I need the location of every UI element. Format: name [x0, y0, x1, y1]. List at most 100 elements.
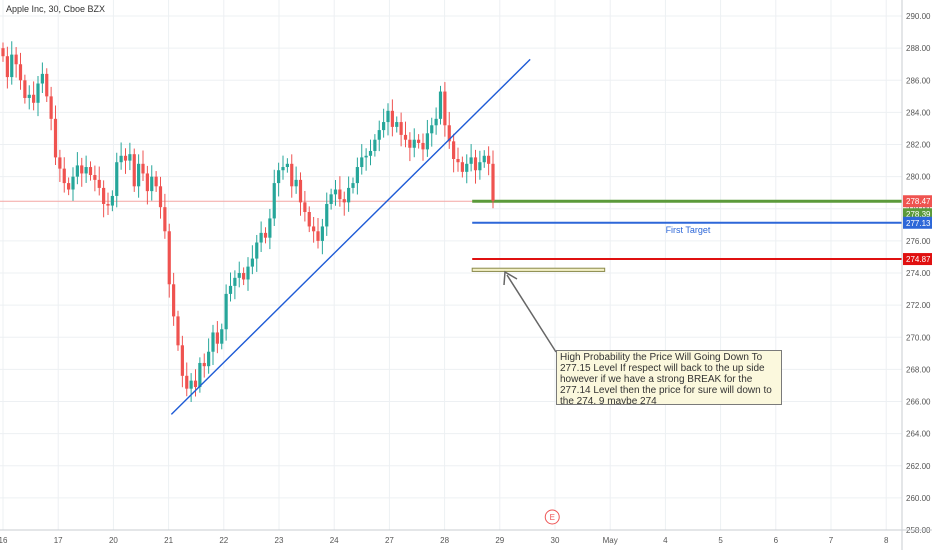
candle-body	[132, 154, 136, 187]
candle-body	[320, 226, 324, 241]
x-tick-label: 21	[164, 536, 173, 545]
candle-body	[425, 133, 429, 150]
candle-body	[176, 316, 180, 346]
candle-body	[290, 163, 294, 187]
x-tick-label: 5	[718, 536, 723, 545]
candle-body	[45, 73, 49, 97]
y-tick-label: 276.00	[906, 237, 931, 246]
candle-body	[447, 125, 451, 142]
note-arrow-line	[506, 274, 557, 353]
price-label-green: 278.39	[906, 210, 931, 219]
candle-body	[338, 189, 342, 200]
candle-body	[246, 266, 250, 280]
x-tick-label: 22	[219, 536, 228, 545]
x-tick-label: 27	[385, 536, 394, 545]
y-tick-label: 266.00	[906, 398, 931, 407]
y-tick-label: 274.00	[906, 269, 931, 278]
candle-body	[193, 380, 198, 388]
candle-body	[49, 96, 53, 119]
candle-body	[84, 167, 88, 174]
target-zone	[471, 267, 606, 272]
candle-body	[460, 162, 464, 172]
candle-body	[465, 163, 469, 172]
candle-body	[106, 203, 110, 206]
candle-body	[220, 329, 224, 344]
x-tick-label: 29	[495, 536, 504, 545]
candle-body	[333, 189, 338, 195]
candle-body	[268, 218, 272, 238]
candle-body	[75, 165, 79, 177]
candle-body	[141, 163, 145, 174]
candle-body	[211, 332, 215, 352]
candle-body	[478, 162, 482, 171]
y-tick-label: 262.00	[906, 462, 931, 471]
candle-body	[438, 91, 443, 119]
candle-body	[189, 380, 193, 389]
candle-body	[71, 176, 75, 190]
candle-body	[1, 48, 5, 57]
candle-body	[263, 232, 268, 238]
candle-body	[272, 183, 276, 219]
candle-body	[145, 173, 149, 192]
candle-body	[32, 94, 36, 103]
y-tick-label: 290.00	[906, 12, 931, 21]
candle-body	[259, 232, 263, 243]
candle-body	[417, 139, 421, 143]
candle-body	[303, 202, 307, 212]
x-tick-label: 4	[663, 536, 668, 545]
candle-body	[158, 186, 163, 208]
candle-body	[150, 176, 154, 192]
y-tick-label: 282.00	[906, 141, 931, 150]
candle-body	[97, 179, 101, 188]
candle-body	[364, 155, 368, 158]
earnings-marker-label: E	[550, 513, 555, 522]
candle-body	[110, 195, 114, 206]
candle-body	[285, 163, 289, 168]
x-tick-label: 30	[551, 536, 560, 545]
candle-body	[14, 54, 18, 65]
y-tick-label: 288.00	[906, 44, 931, 53]
price-label-first-target-bg	[903, 216, 932, 229]
analysis-note[interactable]: High Probability the Price Will Going Do…	[556, 350, 782, 405]
candle-body	[281, 167, 285, 171]
x-tick-label: 7	[829, 536, 834, 545]
candle-body	[242, 273, 246, 280]
candle-body	[10, 54, 14, 78]
x-tick-label: 28	[440, 536, 449, 545]
first-target-label: First Target	[666, 225, 711, 235]
candle-body	[382, 122, 386, 131]
candle-body	[250, 258, 254, 267]
x-tick-label: 17	[54, 536, 63, 545]
candle-body	[329, 194, 333, 204]
x-tick-label: 6	[774, 536, 779, 545]
candle-body	[473, 157, 478, 171]
candle-body	[185, 375, 189, 389]
candle-layer	[1, 41, 495, 402]
earnings-marker	[544, 509, 560, 525]
candle-body	[377, 130, 381, 140]
candle-body	[421, 142, 425, 150]
y-tick-label: 284.00	[906, 108, 931, 117]
candle-body	[255, 242, 259, 259]
candle-body	[298, 179, 303, 203]
y-tick-label: 272.00	[906, 301, 931, 310]
note-arrow-head	[503, 270, 518, 286]
annotation-layer: First Target E	[170, 58, 711, 525]
y-tick-label: 260.00	[906, 494, 931, 503]
candle-body	[18, 64, 23, 81]
level-layer	[0, 199, 902, 272]
candle-body	[119, 155, 123, 163]
candle-body	[202, 362, 206, 367]
candle-body	[172, 284, 176, 317]
candle-body	[491, 163, 495, 201]
candle-body	[312, 226, 316, 232]
candle-body	[53, 118, 58, 158]
y-tick-label: 286.00	[906, 76, 931, 85]
candle-body	[58, 157, 62, 169]
candle-body	[167, 231, 171, 285]
uptrend-line	[170, 58, 531, 415]
candle-body	[237, 273, 241, 278]
